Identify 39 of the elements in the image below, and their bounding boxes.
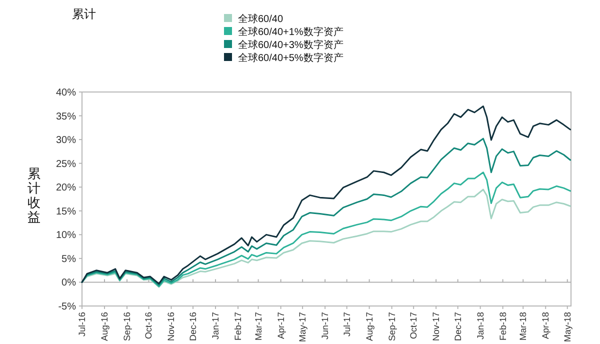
y-axis-title: 累计收益: [28, 166, 40, 224]
x-tick-label: Feb-18: [498, 312, 508, 341]
y-tick-label: 15%: [56, 206, 76, 218]
x-tick-label: May-18: [562, 312, 572, 342]
y-tick-label: 35%: [56, 111, 76, 122]
x-tick-label: Mar-18: [518, 312, 528, 341]
x-tick-label: Nov-16: [166, 312, 176, 342]
y-tick-label: -5%: [58, 302, 76, 312]
x-tick-label: Jul-17: [342, 312, 352, 337]
y-tick-label: 25%: [56, 158, 76, 170]
y-tick-label: 40%: [56, 88, 76, 98]
y-tick-label: 0%: [62, 278, 76, 289]
y-tick-label: 20%: [56, 182, 76, 194]
x-tick-label: Apr-18: [540, 312, 551, 340]
x-tick-label: Feb-17: [232, 312, 243, 341]
legend-label: 全球60/40+1%数字资产: [238, 26, 344, 38]
x-tick-label: Oct-17: [408, 312, 419, 340]
x-tick-label: Jan-18: [475, 312, 486, 340]
legend-label: 全球60/40+3%数字资产: [238, 39, 344, 51]
y-tick-label: 30%: [56, 135, 76, 146]
x-tick-label: Aug-17: [364, 312, 374, 342]
x-tick-label: Apr-17: [276, 312, 286, 340]
x-tick-label: Dec-17: [452, 312, 463, 342]
x-tick-label: Dec-16: [188, 312, 198, 342]
x-tick-label: Aug-16: [99, 312, 110, 342]
x-tick-label: Jan-17: [210, 312, 220, 340]
x-tick-label: May-17: [298, 312, 308, 342]
y-tick-label: 10%: [56, 230, 76, 242]
x-tick-label: Sep-16: [122, 312, 132, 342]
legend-label: 全球60/40+5%数字资产: [238, 52, 344, 64]
x-tick-label: Oct-16: [144, 312, 154, 340]
x-tick-label: Mar-17: [253, 312, 264, 341]
chart-title: 累计: [72, 7, 96, 21]
legend-label: 全球60/40: [238, 13, 284, 25]
y-tick-label: 5%: [62, 254, 76, 265]
x-tick-label: Jul-16: [77, 312, 87, 337]
x-tick-label: Sep-17: [386, 312, 397, 342]
x-tick-label: Nov-17: [431, 312, 442, 342]
x-tick-label: Jun-17: [320, 312, 330, 340]
